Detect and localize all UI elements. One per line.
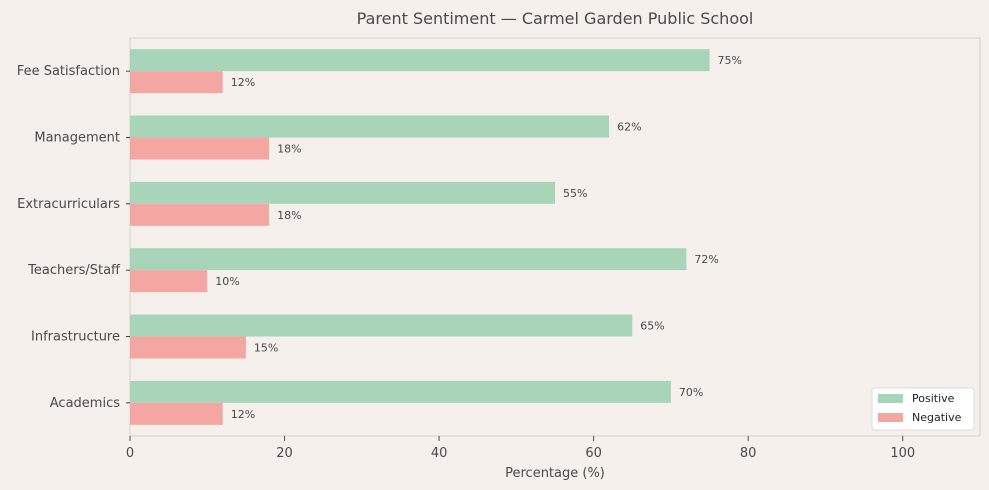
- bar-negative: [130, 71, 223, 94]
- bar-positive: [130, 115, 610, 138]
- y-tick-label: Teachers/Staff: [27, 263, 121, 278]
- bar-positive: [130, 181, 555, 204]
- bars-layer: 75% 12% 62% 18% 55% 18% 72% 10% 65% 15% 70% 12%: [130, 49, 742, 425]
- bar-negative: [130, 137, 270, 160]
- bar-positive: [130, 49, 710, 72]
- bar-positive: [130, 380, 671, 403]
- x-tick-label: 100: [890, 446, 915, 461]
- bar-positive: [130, 248, 687, 271]
- data-label-negative: 15%: [254, 342, 278, 355]
- x-tick-label: 40: [431, 446, 448, 461]
- legend-swatch-negative: [878, 413, 903, 422]
- data-label-negative: 10%: [215, 275, 239, 288]
- bar-negative: [130, 336, 246, 359]
- x-tick-label: 20: [276, 446, 293, 461]
- data-label-positive: 65%: [640, 320, 664, 333]
- x-axis-label: Percentage (%): [505, 466, 605, 481]
- data-label-positive: 62%: [617, 121, 641, 134]
- y-tick-label: Extracurriculars: [17, 197, 120, 212]
- chart-title: Parent Sentiment — Carmel Garden Public …: [357, 9, 754, 28]
- bar-negative: [130, 270, 208, 293]
- y-tick-label: Infrastructure: [31, 330, 120, 345]
- data-label-positive: 75%: [718, 54, 742, 67]
- data-label-negative: 12%: [231, 76, 255, 89]
- y-tick-label: Fee Satisfaction: [17, 64, 120, 79]
- data-label-negative: 18%: [277, 209, 301, 222]
- legend-swatch-positive: [878, 394, 903, 403]
- x-tick-label: 80: [740, 446, 757, 461]
- bar-positive: [130, 314, 633, 337]
- data-label-negative: 12%: [231, 408, 255, 421]
- x-tick-label: 0: [126, 446, 134, 461]
- bar-negative: [130, 203, 270, 226]
- legend-label-negative: Negative: [912, 411, 962, 424]
- x-tick-label: 60: [585, 446, 602, 461]
- data-label-positive: 72%: [694, 253, 718, 266]
- y-tick-label: Academics: [50, 396, 120, 411]
- data-label-positive: 55%: [563, 187, 587, 200]
- x-axis: 0 20 40 60 80 100: [126, 436, 915, 461]
- data-label-positive: 70%: [679, 386, 703, 399]
- legend: Positive Negative: [871, 387, 975, 431]
- data-label-negative: 18%: [277, 143, 301, 156]
- y-tick-label: Management: [34, 131, 120, 146]
- y-axis: Fee Satisfaction Management Extracurricula…: [17, 64, 130, 411]
- plot-area: [129, 37, 981, 437]
- legend-label-positive: Positive: [912, 392, 955, 405]
- bar-negative: [130, 402, 223, 425]
